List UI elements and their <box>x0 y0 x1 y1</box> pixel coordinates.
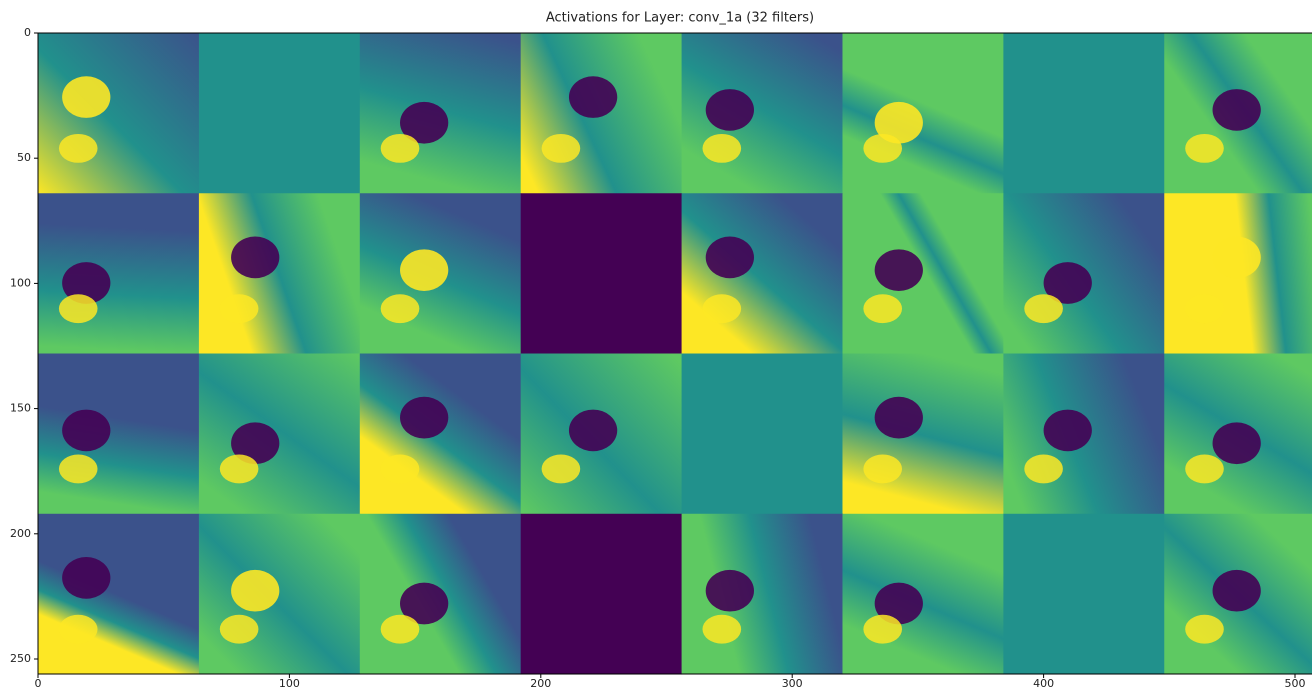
activation-blob <box>59 454 98 483</box>
activation-blob <box>569 410 617 452</box>
activation-blob <box>220 294 259 323</box>
activation-blob <box>400 397 448 439</box>
x-tick-label: 500 <box>1285 677 1306 689</box>
activation-tile <box>38 514 199 675</box>
activation-blob <box>1213 237 1261 279</box>
activation-blob <box>703 615 742 644</box>
activation-blob <box>703 134 742 163</box>
activation-tile <box>38 33 199 194</box>
activation-blob <box>62 557 110 599</box>
activation-blob <box>863 294 902 323</box>
activation-tile <box>38 193 199 354</box>
y-tick-label: 50 <box>17 151 31 164</box>
activation-tile <box>199 354 360 515</box>
activation-blob <box>1213 570 1261 612</box>
activation-blob <box>1213 422 1261 464</box>
activation-blob <box>1024 294 1063 323</box>
activation-blob <box>1185 134 1224 163</box>
activation-blob <box>59 134 98 163</box>
activation-tile <box>199 193 360 354</box>
activation-blob <box>381 615 420 644</box>
activation-blob <box>875 397 923 439</box>
x-tick-label: 100 <box>279 677 300 689</box>
activation-tile <box>682 514 843 675</box>
activation-tile <box>682 33 843 194</box>
activation-blob <box>1024 454 1063 483</box>
y-tick-label: 100 <box>10 276 31 289</box>
activation-blob <box>381 294 420 323</box>
activation-blob <box>706 570 754 612</box>
image-area <box>38 33 1312 675</box>
activation-tile <box>842 33 1003 194</box>
activation-blob <box>569 76 617 118</box>
activation-blob <box>381 454 420 483</box>
y-tick-label: 150 <box>10 402 31 415</box>
activation-blob <box>706 237 754 279</box>
activation-blob <box>1213 89 1261 131</box>
chart-title: Activations for Layer: conv_1a (32 filte… <box>546 11 814 26</box>
activation-blob <box>863 454 902 483</box>
x-tick-label: 0 <box>35 677 42 689</box>
activation-blob <box>703 294 742 323</box>
y-tick-label: 0 <box>24 26 31 39</box>
activation-tile <box>842 514 1003 675</box>
activation-tile <box>521 193 682 354</box>
activation-tile <box>682 193 843 354</box>
activation-blob <box>62 410 110 452</box>
activation-tile <box>199 514 360 675</box>
y-tick-label: 200 <box>10 527 31 540</box>
activation-blob <box>231 237 279 279</box>
activation-blob <box>59 294 98 323</box>
activation-tile <box>842 354 1003 515</box>
activation-blob <box>59 615 98 644</box>
activation-blob <box>1185 615 1224 644</box>
activation-blob <box>542 134 581 163</box>
x-tick-label: 300 <box>782 677 803 689</box>
y-tick-label: 250 <box>10 652 31 665</box>
activation-blob <box>863 615 902 644</box>
activation-blob <box>1185 454 1224 483</box>
activation-tile <box>38 354 199 515</box>
activation-blob <box>542 454 581 483</box>
activation-blob <box>1044 410 1092 452</box>
activation-blob <box>1185 294 1224 323</box>
activation-tile <box>842 193 1003 354</box>
activation-blob <box>220 454 259 483</box>
activation-tile <box>521 514 682 675</box>
activation-blob <box>231 570 279 612</box>
activation-blob <box>706 89 754 131</box>
activation-tile <box>360 354 521 515</box>
activation-blob <box>62 76 110 118</box>
activation-blob <box>863 134 902 163</box>
activation-blob <box>381 134 420 163</box>
activation-blob <box>400 249 448 291</box>
x-tick-label: 400 <box>1033 677 1054 689</box>
activation-blob <box>875 249 923 291</box>
activation-tile <box>1003 33 1164 194</box>
activation-tile <box>1003 514 1164 675</box>
activation-tile <box>199 33 360 194</box>
x-tick-label: 200 <box>530 677 551 689</box>
activation-tile <box>682 354 843 515</box>
activation-blob <box>220 615 259 644</box>
chart: Activations for Layer: conv_1a (32 filte… <box>0 0 1312 689</box>
